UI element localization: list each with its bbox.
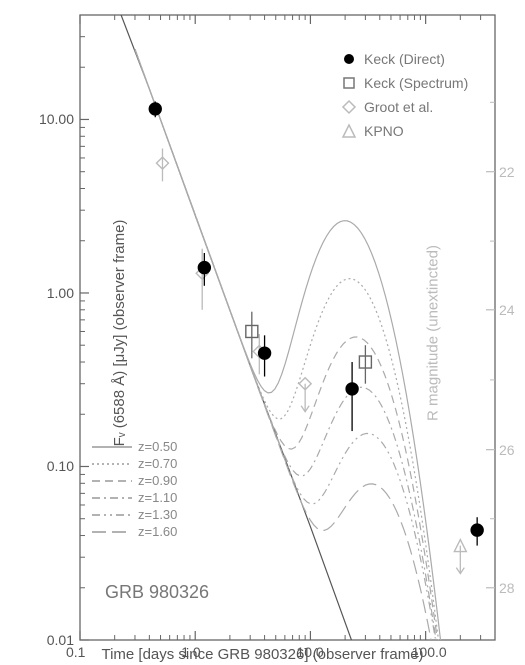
z-legend-label: z=0.90: [138, 473, 177, 488]
y-axis-label-left: Fᵥ (6588 Å) [μJy] (observer frame): [111, 219, 128, 446]
z-legend-item: z=0.90: [90, 472, 177, 489]
y-left-tick-label: 10.00: [39, 111, 74, 127]
chart-title: GRB 980326: [105, 582, 209, 603]
z-legend-item: z=0.70: [90, 455, 177, 472]
y-right-tick-label: 24: [499, 302, 515, 318]
legend-label: Groot et al.: [364, 99, 433, 115]
z-legend-label: z=1.10: [138, 490, 177, 505]
z-legend-item: z=1.10: [90, 489, 177, 506]
y-left-tick-label: 0.10: [47, 458, 74, 474]
y-left-tick-label: 1.00: [47, 285, 74, 301]
y-right-tick-label: 28: [499, 580, 515, 596]
x-tick-label: 100.0: [412, 644, 447, 660]
x-tick-label: 10.0: [296, 644, 323, 660]
z-legend-item: z=1.60: [90, 523, 177, 540]
legend-label: Keck (Spectrum): [364, 75, 468, 91]
y-axis-label-right: R magnitude (unextincted): [425, 245, 442, 421]
legend-item: Keck (Direct): [340, 50, 468, 68]
z-legend-item: z=0.50: [90, 438, 177, 455]
legend-symbols: Keck (Direct) Keck (Spectrum) Groot et al.…: [340, 50, 468, 146]
legend-label: Keck (Direct): [364, 51, 445, 67]
z-legend-label: z=0.70: [138, 456, 177, 471]
legend-item: KPNO: [340, 122, 468, 140]
legend-label: KPNO: [364, 123, 404, 139]
y-right-tick-label: 26: [499, 442, 515, 458]
z-legend-item: z=1.30: [90, 506, 177, 523]
legend-item: Keck (Spectrum): [340, 74, 468, 92]
z-legend-label: z=0.50: [138, 439, 177, 454]
y-left-tick-label: 0.01: [47, 632, 74, 648]
y-right-tick-label: 22: [499, 164, 515, 180]
x-tick-label: 1.0: [181, 644, 200, 660]
x-axis-label: Time [days since GRB 980326] (observer f…: [101, 646, 423, 663]
z-legend-label: z=1.30: [138, 507, 177, 522]
chart-container: Fᵥ (6588 Å) [μJy] (observer frame) R mag…: [0, 0, 525, 665]
z-legend-label: z=1.60: [138, 524, 177, 539]
legend-z-curves: z=0.50 z=0.70 z=0.90 z=1.10 z=1.30 z=1.60: [90, 438, 177, 540]
legend-item: Groot et al.: [340, 98, 468, 116]
